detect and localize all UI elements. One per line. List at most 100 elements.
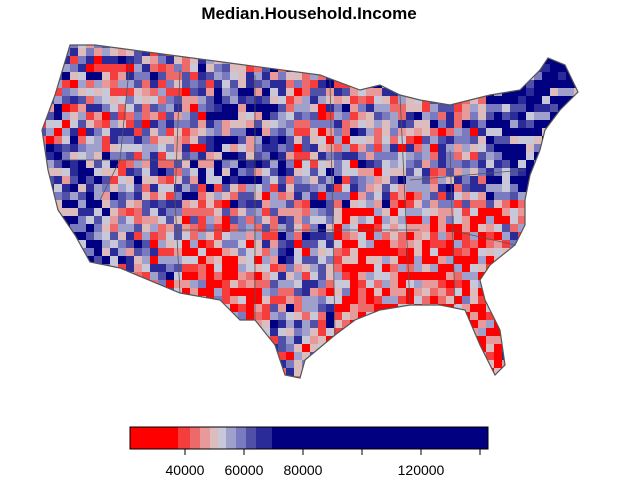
county-cell (78, 144, 86, 152)
county-cell (462, 360, 470, 368)
county-cell (270, 256, 278, 264)
county-cell (166, 376, 174, 378)
county-cell (318, 232, 326, 240)
county-cell (198, 48, 206, 56)
county-cell (86, 184, 94, 192)
county-cell (294, 48, 302, 56)
county-cell (566, 312, 574, 320)
county-cell (342, 176, 350, 184)
county-cell (238, 304, 246, 312)
county-cell (150, 144, 158, 152)
county-cell (46, 48, 54, 56)
county-cell (478, 248, 486, 256)
county-cell (174, 45, 182, 48)
county-cell (358, 112, 366, 120)
county-cell (94, 208, 102, 216)
county-cell (142, 352, 150, 360)
county-cell (198, 80, 206, 88)
county-cell (134, 224, 142, 232)
county-cell (270, 152, 278, 160)
county-cell (566, 45, 574, 48)
county-cell (286, 96, 294, 104)
county-cell (486, 192, 494, 200)
county-cell (142, 168, 150, 176)
county-cell (286, 360, 294, 368)
county-cell (542, 48, 550, 56)
county-cell (502, 280, 510, 288)
county-cell (190, 256, 198, 264)
county-cell (542, 144, 550, 152)
county-cell (486, 232, 494, 240)
county-cell (70, 256, 78, 264)
county-cell (326, 344, 334, 352)
county-cell (478, 120, 486, 128)
county-cell (518, 120, 526, 128)
county-cell (334, 176, 342, 184)
county-cell (302, 128, 310, 136)
county-cell (438, 176, 446, 184)
county-cell (318, 328, 326, 336)
county-cell (462, 280, 470, 288)
county-cell (238, 264, 246, 272)
county-cell (542, 176, 550, 184)
county-cell (534, 312, 542, 320)
county-cell (214, 152, 222, 160)
county-cell (126, 264, 134, 272)
county-cell (78, 80, 86, 88)
county-cell (406, 248, 414, 256)
county-cell (94, 240, 102, 248)
county-cell (542, 312, 550, 320)
county-cell (150, 160, 158, 168)
county-cell (94, 288, 102, 296)
county-cell (318, 368, 326, 376)
county-cell (214, 304, 222, 312)
county-cell (350, 128, 358, 136)
county-cell (254, 120, 262, 128)
county-cell (574, 224, 578, 232)
county-cell (446, 96, 454, 104)
county-cell (294, 224, 302, 232)
county-cell (486, 128, 494, 136)
county-cell (286, 352, 294, 360)
county-cell (358, 248, 366, 256)
county-cell (262, 368, 270, 376)
county-cell (310, 336, 318, 344)
county-cell (134, 216, 142, 224)
county-cell (302, 168, 310, 176)
county-cell (294, 176, 302, 184)
county-cell (262, 152, 270, 160)
county-cell (110, 144, 118, 152)
county-cell (286, 344, 294, 352)
county-cell (454, 288, 462, 296)
county-cell (46, 336, 54, 344)
county-cell (286, 328, 294, 336)
county-cell (398, 45, 406, 48)
county-cell (94, 80, 102, 88)
county-cell (158, 336, 166, 344)
county-cell (174, 136, 182, 144)
county-cell (574, 72, 578, 80)
county-cell (206, 168, 214, 176)
county-cell (166, 120, 174, 128)
county-cell (526, 280, 534, 288)
county-cell (510, 264, 518, 272)
county-cell (574, 368, 578, 376)
county-cell (110, 312, 118, 320)
county-cell (390, 368, 398, 376)
county-cell (358, 200, 366, 208)
county-cell (350, 360, 358, 368)
county-cell (510, 368, 518, 376)
county-cell (70, 104, 78, 112)
county-cell (310, 168, 318, 176)
county-cell (182, 120, 190, 128)
county-cell (262, 192, 270, 200)
county-cell (42, 376, 46, 378)
county-cell (414, 184, 422, 192)
county-cell (134, 56, 142, 64)
county-cell (462, 288, 470, 296)
county-cell (150, 288, 158, 296)
county-cell (310, 320, 318, 328)
county-cell (238, 96, 246, 104)
county-cell (382, 376, 390, 378)
county-cell (246, 168, 254, 176)
